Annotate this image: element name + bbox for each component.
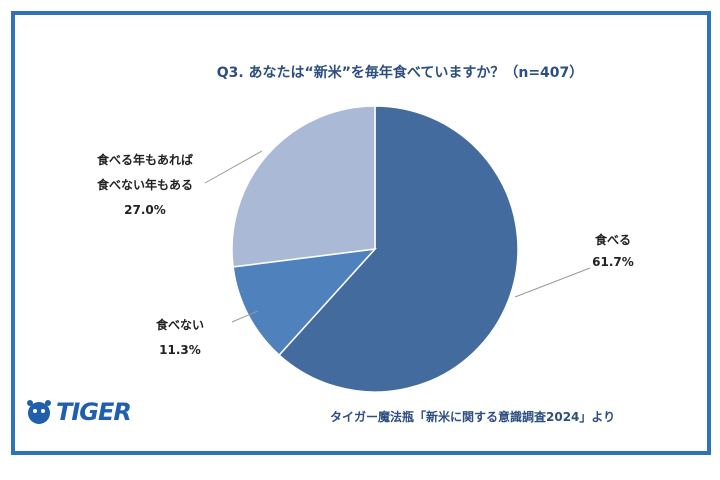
logo-icon [27,400,51,424]
frame [11,11,711,455]
source-note: タイガー魔法瓶「新米に関する意識調査2024」より [330,410,616,424]
value-label: 27.0% [124,203,166,217]
leader-line [204,150,263,184]
leader-line [514,267,591,298]
category-label: 食べない [155,318,204,332]
chart-title: Q3. あなたは“新米”を毎年食べていますか？（n=407） [216,65,584,81]
logo: TIGER [56,398,132,426]
value-label: 11.3% [159,343,201,357]
pie-slice [278,105,519,393]
category-label: 食べる [594,233,631,247]
value-label: 61.7% [592,255,634,269]
pie-slice [231,105,376,268]
leader-line [231,310,259,323]
category-label: 食べる年もあれば 食べない年もある [96,153,193,192]
